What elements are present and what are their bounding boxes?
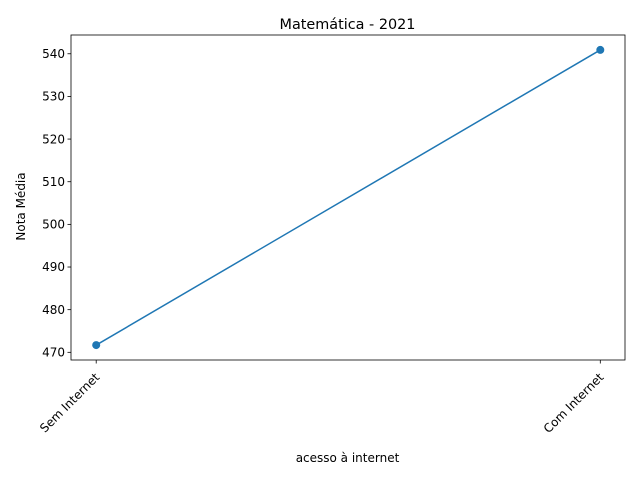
y-tick-label: 540 <box>42 47 65 61</box>
chart-title: Matemática - 2021 <box>280 17 416 33</box>
x-tick-label: Sem Internet <box>37 370 102 435</box>
data-point <box>596 45 605 54</box>
y-tick-label: 520 <box>42 132 65 146</box>
data-point <box>92 341 101 350</box>
y-tick-label: 510 <box>42 175 65 189</box>
plot-area: 470 480 490 500 510 520 530 540 Sem Internet Com … <box>37 34 626 436</box>
y-tick-label: 530 <box>42 90 65 104</box>
axes-frame <box>70 34 626 361</box>
x-tick-label: Com Internet <box>541 370 607 436</box>
y-tick-label: 490 <box>42 260 65 274</box>
y-tick-label: 470 <box>42 346 65 360</box>
y-tick-label: 480 <box>42 303 65 317</box>
series-line <box>95 49 601 346</box>
y-axis-label: Nota Média <box>14 172 28 240</box>
x-axis-label: acesso à internet <box>296 451 400 465</box>
y-tick-label: 500 <box>42 218 65 232</box>
